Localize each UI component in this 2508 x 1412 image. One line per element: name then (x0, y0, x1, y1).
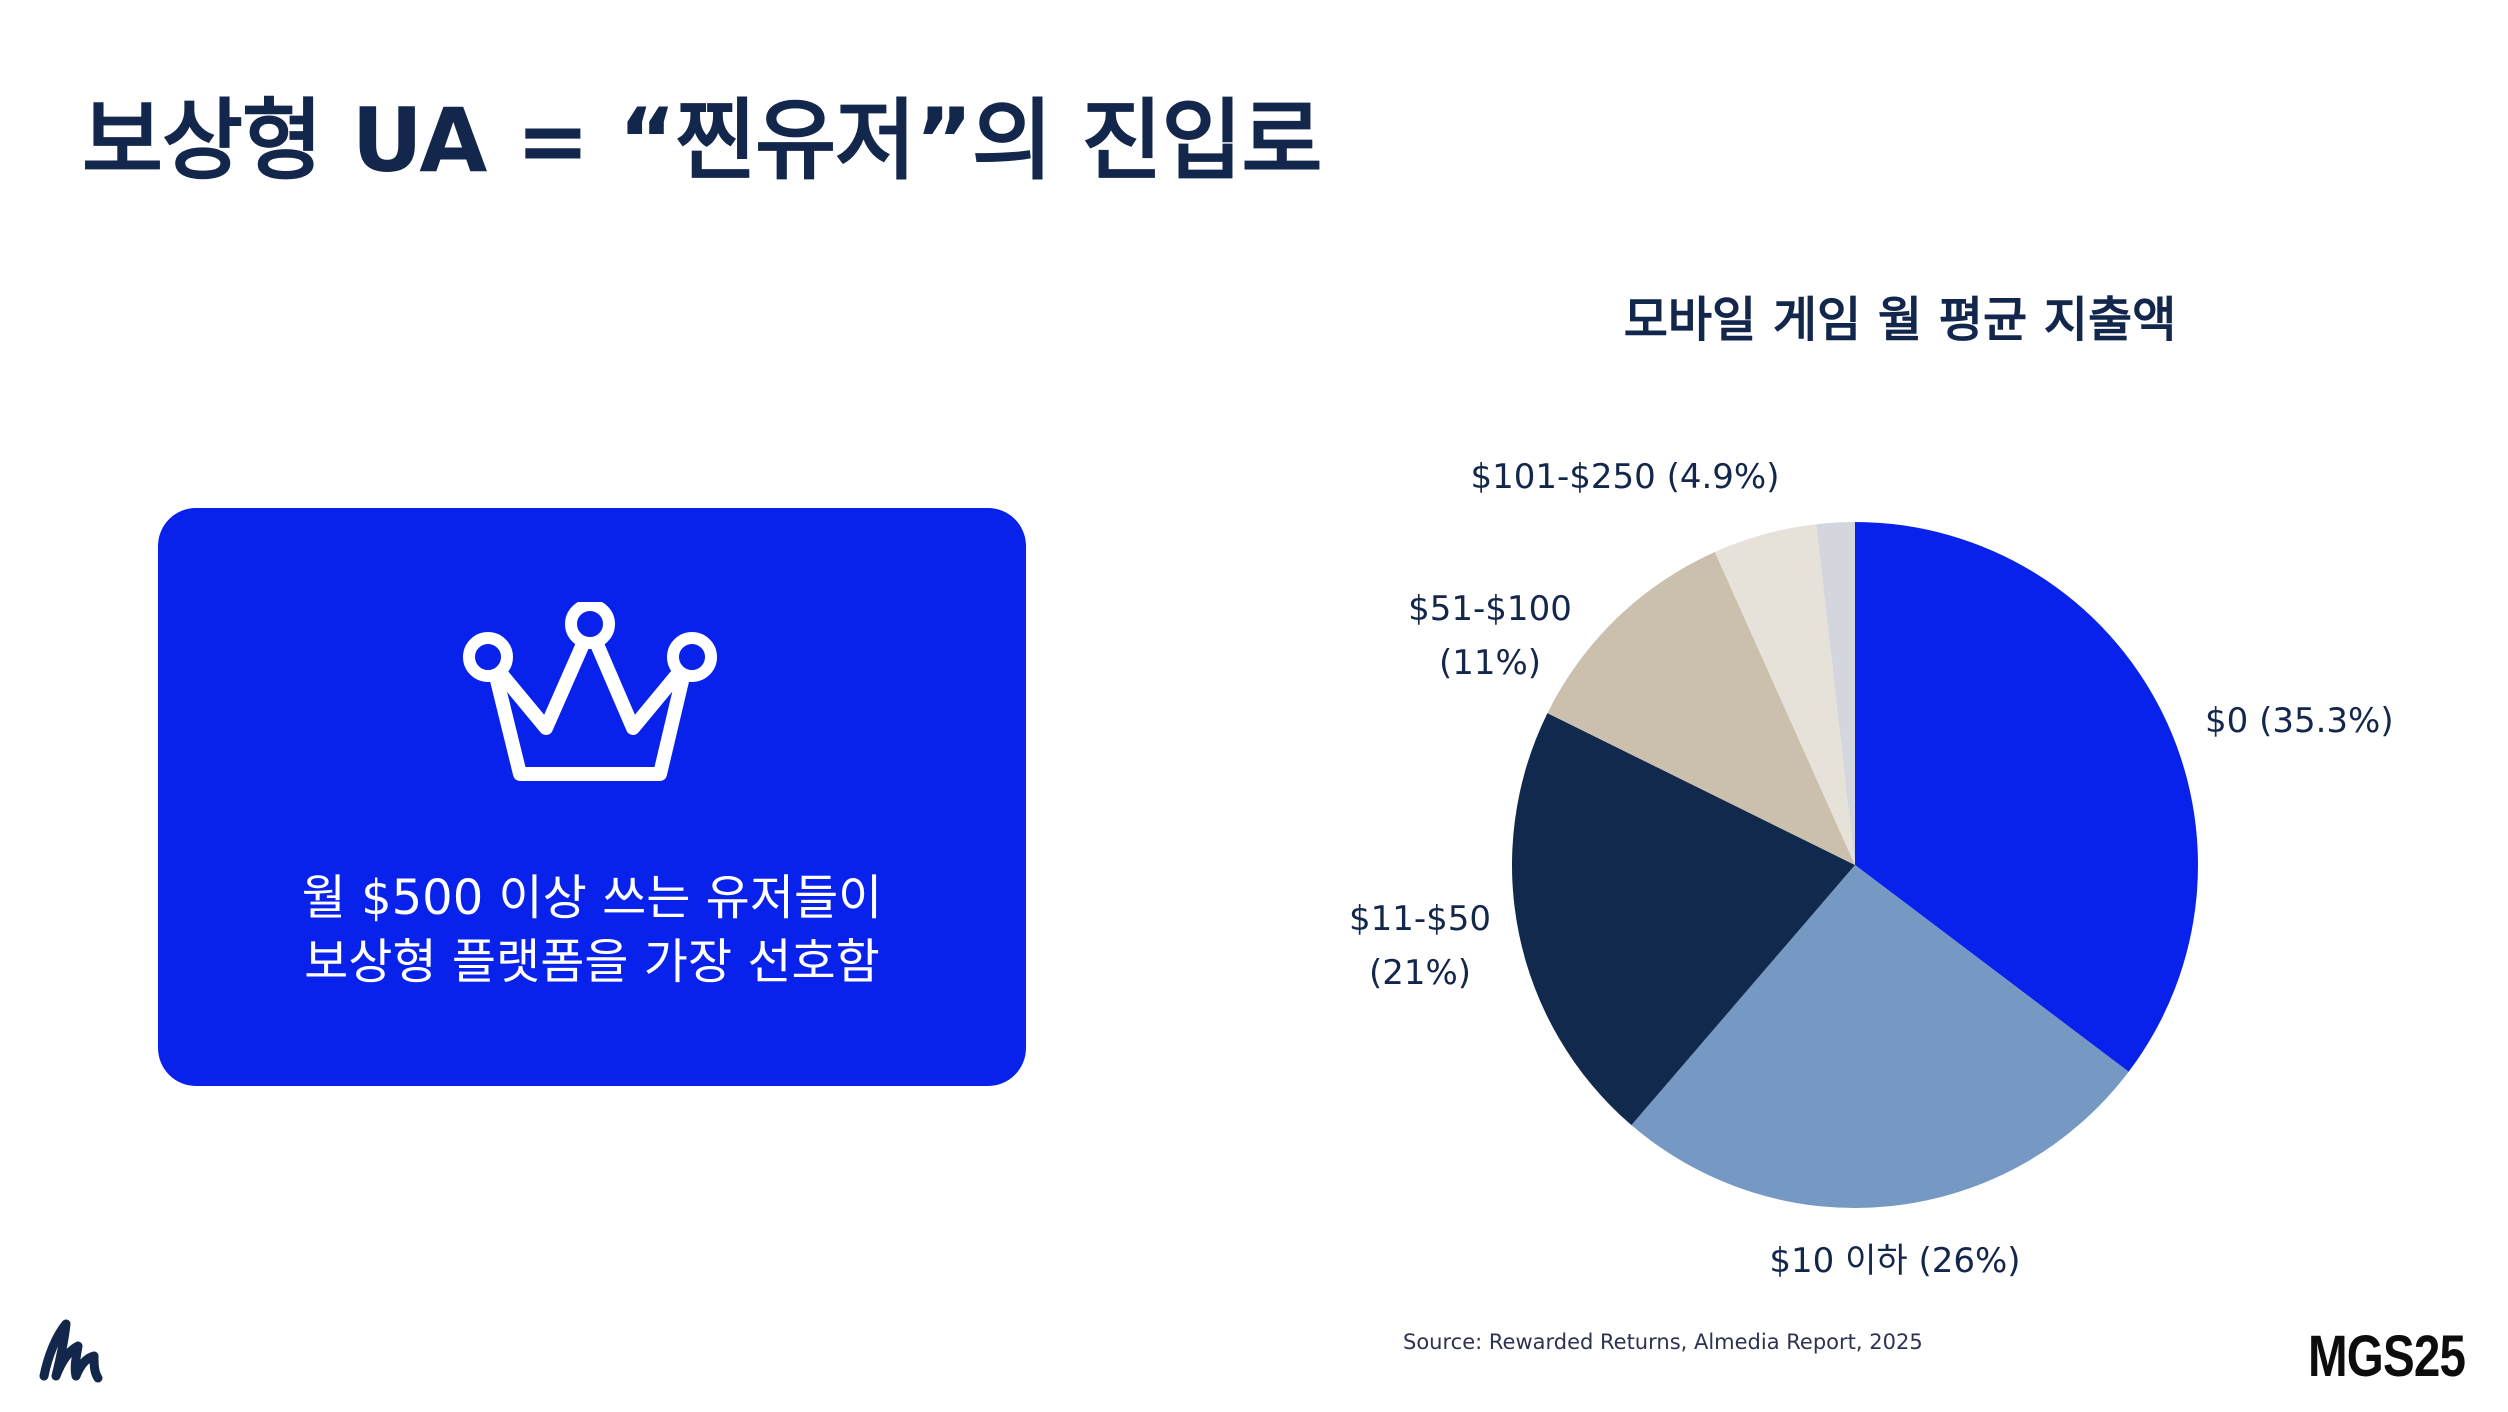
pie-labels: $0 (35.3%) $10 이하 (26%) $11-$50 (21%) $51-$1… (1349, 457, 2394, 1281)
pie-label-1: $10 이하 (26%) (1769, 1241, 2020, 1281)
pie-chart: $0 (35.3%) $10 이하 (26%) $11-$50 (21%) $51-$1… (1349, 457, 2394, 1281)
slide-title: 보상형 UA = “찐유저”의 진입로 (82, 89, 1322, 192)
pie-slice-4 (1714, 524, 1855, 865)
pie-label-line: $51-$100 (1408, 589, 1572, 629)
callout-text: 월 $500 이상 쓰는 유저들이 보상형 플랫폼을 가장 선호함 (158, 866, 1026, 994)
pie-label-line: $10 이하 (26%) (1769, 1241, 2020, 1281)
pie-slice-5 (1816, 522, 1855, 865)
pie-label-3: $51-$100 (11%) (1408, 589, 1572, 683)
pie-slice-1 (1631, 865, 2129, 1208)
pie-label-4: $101-$250 (4.9%) (1470, 457, 1779, 497)
source-note: Source: Rewarded Returns, Almedia Report… (1403, 1330, 1923, 1354)
crown-icon (463, 602, 717, 781)
callout-card: 월 $500 이상 쓰는 유저들이 보상형 플랫폼을 가장 선호함 (158, 508, 1026, 1086)
pie-label-line: (21%) (1369, 953, 1471, 993)
pie-slices (1511, 522, 2198, 1208)
pie-label-line: (11%) (1439, 643, 1541, 683)
chart-title: 모바일 게임 월 평균 지출액 (1623, 292, 2177, 348)
mgs25-logo: MGS25 (2308, 1324, 2466, 1389)
pie-slice-2 (1511, 713, 1855, 1126)
pie-label-line: $11-$50 (1349, 899, 1491, 939)
callout-line-1: 월 $500 이상 쓰는 유저들이 (301, 870, 883, 926)
stylized-m-logo (39, 1319, 103, 1383)
callout-line-2: 보상형 플랫폼을 가장 선호함 (304, 934, 880, 990)
pie-label-line: $0 (35.3%) (2205, 701, 2394, 741)
pie-slice-3 (1547, 551, 1855, 865)
pie-slice-0 (1855, 522, 2198, 1072)
pie-label-line: $101-$250 (4.9%) (1470, 457, 1779, 497)
pie-label-2: $11-$50 (21%) (1349, 899, 1491, 993)
pie-label-0: $0 (35.3%) (2205, 701, 2394, 741)
